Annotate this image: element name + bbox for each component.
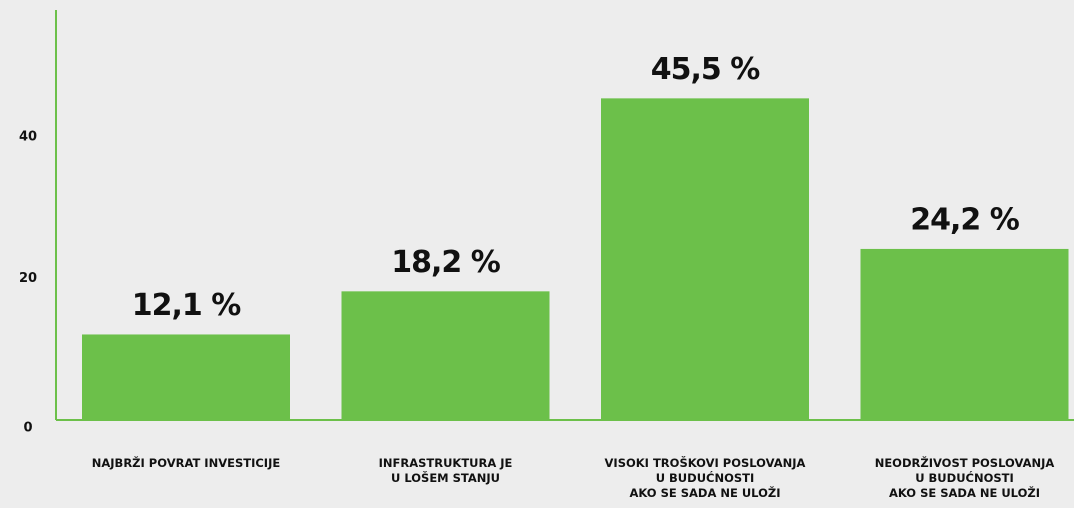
bar [82,334,290,420]
y-tick-label: 0 [23,421,32,436]
bar [601,98,809,421]
bar [860,248,1069,420]
x-tick-label: INFRASTRUKTURA JE U LOŠEM STANJU [378,456,513,485]
x-tick-label: VISOKI TROŠKOVI POSLOVANJA U BUDUĆNOSTI … [604,456,806,500]
x-tick-label: NEODRŽIVOST POSLOVANJA U BUDUĆNOSTI AKO … [874,456,1055,500]
value-label: 45,5 % [651,52,760,87]
value-label: 18,2 % [391,245,500,280]
value-label: 24,2 % [910,202,1019,237]
x-tick-label: NAJBRŽI POVRAT INVESTICIJE [91,456,281,470]
y-tick-label: 20 [19,271,37,286]
bar [341,291,550,420]
y-tick-label: 40 [19,130,37,145]
value-label: 12,1 % [132,288,241,323]
